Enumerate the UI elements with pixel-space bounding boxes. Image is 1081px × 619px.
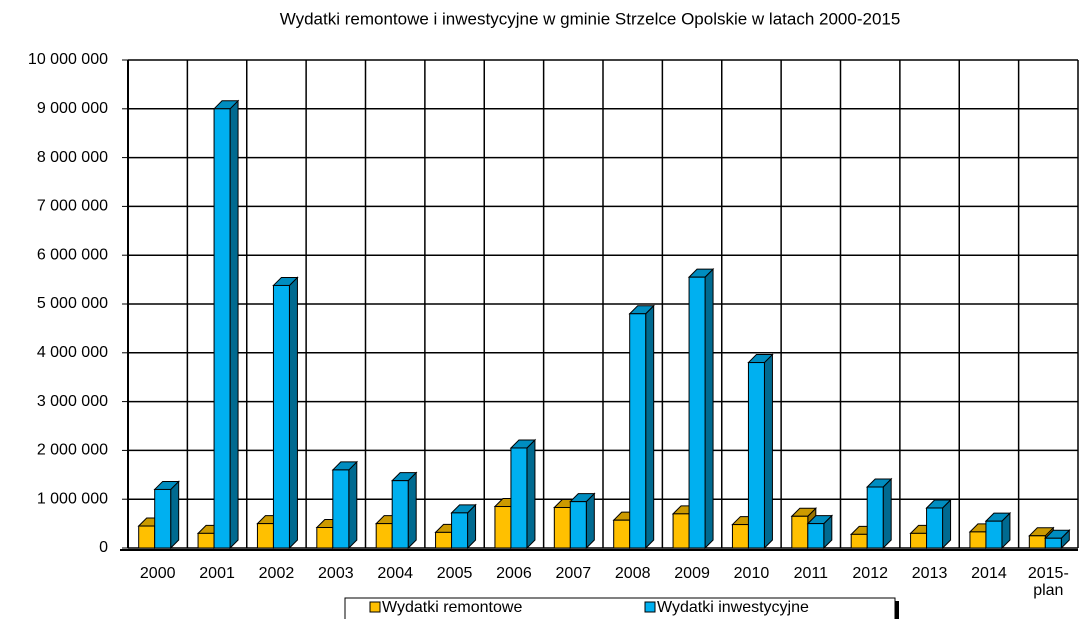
x-tick-label: 2000 <box>140 565 176 582</box>
bar <box>510 447 528 549</box>
bar <box>807 523 825 549</box>
legend-swatch <box>369 601 381 613</box>
bar <box>731 524 749 549</box>
bar <box>910 532 928 549</box>
legend-swatch <box>644 601 656 613</box>
bar-side <box>348 460 358 550</box>
y-tick-label: 6 000 000 <box>37 246 108 263</box>
bar <box>197 532 215 549</box>
x-tick-label: 2014 <box>971 565 1007 582</box>
bar-side <box>288 276 298 550</box>
bar-side <box>585 492 595 550</box>
bar <box>688 276 706 549</box>
bar <box>926 507 944 549</box>
x-tick-label: 2011 <box>794 565 829 582</box>
bar <box>969 531 987 549</box>
x-tick-label: 2001 <box>199 565 235 582</box>
bar-side <box>407 471 417 550</box>
bar-side <box>645 304 655 550</box>
y-tick-label: 4 000 000 <box>37 344 108 361</box>
y-tick-label: 2 000 000 <box>37 442 108 459</box>
x-tick-label: 2008 <box>615 565 651 582</box>
bar-side <box>704 267 714 550</box>
bar <box>272 284 290 549</box>
y-tick-label: 7 000 000 <box>37 198 108 215</box>
bar-side <box>882 477 892 550</box>
bar <box>850 533 868 549</box>
bar <box>553 506 571 549</box>
bar <box>747 362 765 549</box>
x-tick-label: 2003 <box>318 565 354 582</box>
bar <box>985 520 1003 549</box>
y-tick-label: 0 <box>99 539 108 556</box>
bar <box>866 486 884 549</box>
bar-side <box>229 99 239 550</box>
legend-shadow <box>895 601 899 619</box>
y-tick-label: 1 000 000 <box>37 490 108 507</box>
bar <box>316 527 334 549</box>
y-tick-label: 9 000 000 <box>37 100 108 117</box>
legend-label: Wydatki inwestycyjne <box>657 599 809 616</box>
x-tick-label: 2013 <box>912 565 948 582</box>
bar <box>451 512 469 549</box>
x-tick-label: 2002 <box>259 565 295 582</box>
x-tick-label: 2009 <box>674 565 710 582</box>
bar <box>629 313 647 549</box>
bar <box>154 488 172 549</box>
x-tick-label: 2015-plan <box>1028 565 1069 599</box>
chart-title: Wydatki remontowe i inwestycyjne w gmini… <box>280 9 901 28</box>
bar <box>613 519 631 549</box>
bar <box>375 523 393 549</box>
bar <box>672 513 690 549</box>
bar <box>391 480 409 549</box>
bar <box>791 515 809 549</box>
x-tick-label: 2005 <box>437 565 473 582</box>
bar <box>256 523 274 549</box>
bar <box>138 525 156 549</box>
x-tick-label: 2007 <box>556 565 592 582</box>
x-tick-label: 2010 <box>734 565 770 582</box>
y-tick-label: 5 000 000 <box>37 295 108 312</box>
bar <box>1028 535 1046 549</box>
x-tick-label: 2006 <box>496 565 532 582</box>
legend-label: Wydatki remontowe <box>382 599 522 616</box>
bar <box>569 501 587 549</box>
x-tick-label: 2012 <box>852 565 888 582</box>
bar <box>494 506 512 549</box>
bar <box>435 531 453 549</box>
bar <box>1044 537 1062 549</box>
bar <box>332 469 350 549</box>
x-tick-label: 2004 <box>377 565 413 582</box>
y-tick-label: 10 000 000 <box>28 51 108 68</box>
bar <box>213 108 231 549</box>
y-tick-label: 3 000 000 <box>37 393 108 410</box>
bar-side <box>763 353 773 550</box>
bar-side <box>170 480 180 550</box>
y-tick-label: 8 000 000 <box>37 149 108 166</box>
bar-side <box>526 438 536 550</box>
